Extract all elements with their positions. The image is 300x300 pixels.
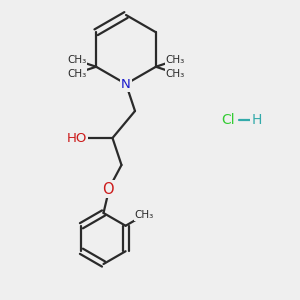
Text: Cl: Cl bbox=[221, 113, 235, 127]
Text: CH₃: CH₃ bbox=[166, 69, 185, 79]
Text: O: O bbox=[102, 182, 114, 196]
Text: CH₃: CH₃ bbox=[67, 55, 86, 64]
Text: H: H bbox=[251, 113, 262, 127]
Text: CH₃: CH₃ bbox=[134, 210, 154, 220]
Text: CH₃: CH₃ bbox=[67, 69, 86, 79]
Text: HO: HO bbox=[67, 131, 87, 145]
Text: N: N bbox=[121, 77, 131, 91]
Text: CH₃: CH₃ bbox=[166, 55, 185, 64]
